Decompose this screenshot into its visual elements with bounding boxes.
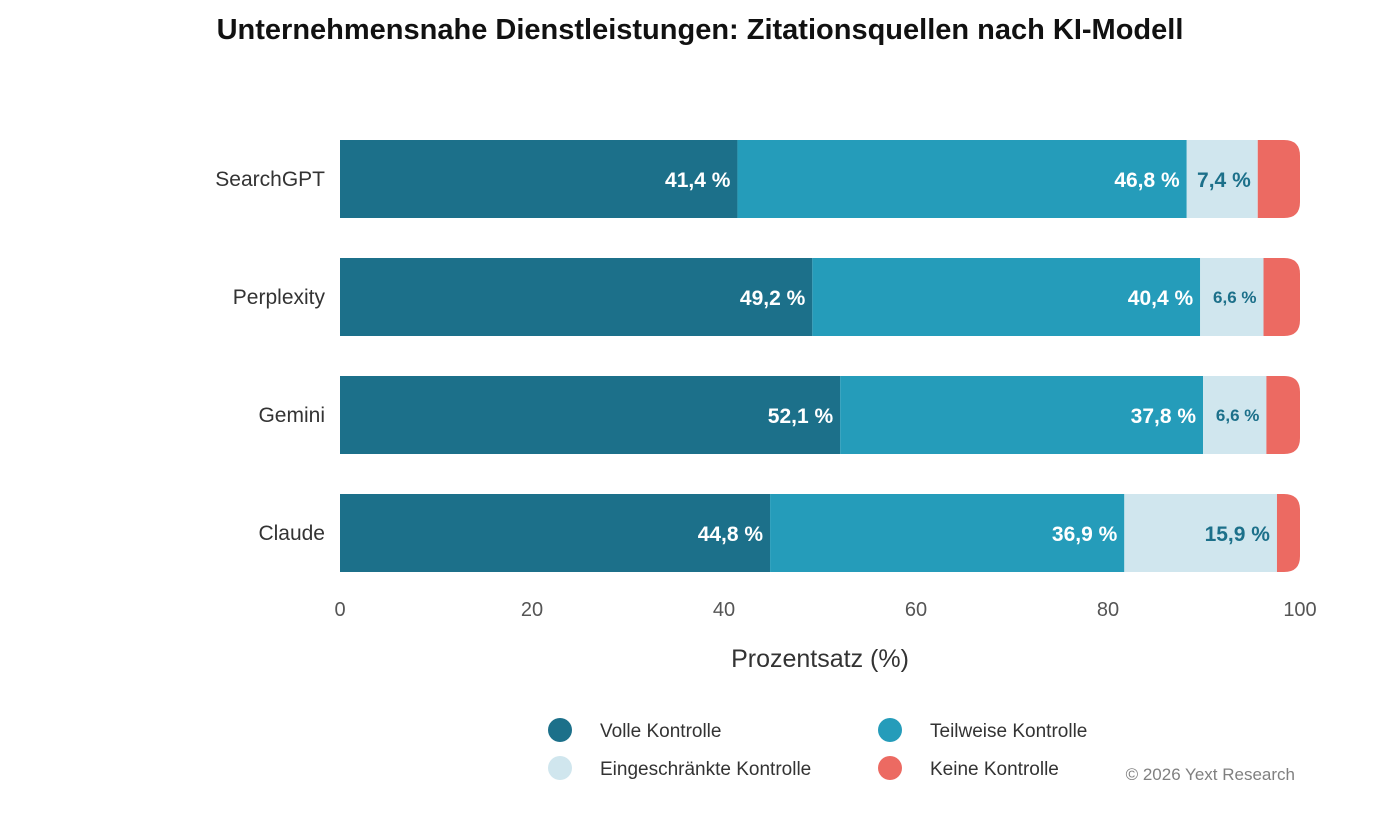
data-label-perplexity-teilweise-kontrolle: 40,4 % [1128, 287, 1194, 310]
data-label-gemini-volle-kontrolle: 52,1 % [768, 405, 834, 428]
x-tick-label-80: 80 [1097, 599, 1119, 621]
bar-segment-perplexity-teilweise-kontrolle [812, 258, 1201, 336]
data-label-claude-teilweise-kontrolle: 36,9 % [1052, 523, 1118, 546]
legend-swatch-eingeschraenkte-kontrolle [548, 756, 572, 780]
data-label-perplexity-volle-kontrolle: 49,2 % [740, 287, 806, 310]
y-tick-label-perplexity: Perplexity [233, 286, 326, 309]
bar-segment-claude-eingeschraenkte-kontrolle [1124, 494, 1277, 572]
y-axis-labels: SearchGPT Perplexity Gemini Claude [215, 168, 325, 545]
bar-segment-searchgpt-keine-kontrolle [1257, 140, 1300, 218]
data-label-searchgpt-teilweise-kontrolle: 46,8 % [1114, 169, 1180, 192]
bar-segment-perplexity-eingeschraenkte-kontrolle [1200, 258, 1264, 336]
y-tick-label-searchgpt: SearchGPT [215, 168, 325, 191]
x-axis-ticks: 0 20 40 60 80 100 [334, 599, 1316, 621]
bar-segment-claude-teilweise-kontrolle [770, 494, 1125, 572]
x-tick-label-60: 60 [905, 599, 927, 621]
bar-segment-gemini-keine-kontrolle [1266, 376, 1300, 454]
legend-swatch-teilweise-kontrolle [878, 718, 902, 742]
x-axis-label: Prozentsatz (%) [731, 645, 909, 673]
y-tick-label-gemini: Gemini [258, 404, 325, 427]
bar-segment-claude-volle-kontrolle [340, 494, 771, 572]
legend-label-volle-kontrolle: Volle Kontrolle [600, 721, 721, 742]
data-label-claude-eingeschraenkte-kontrolle: 15,9 % [1205, 523, 1271, 546]
legend-label-teilweise-kontrolle: Teilweise Kontrolle [930, 721, 1087, 742]
bar-segment-perplexity-keine-kontrolle [1263, 258, 1300, 336]
copyright-text: © 2026 Yext Research [1126, 765, 1295, 784]
bar-segment-claude-keine-kontrolle [1276, 494, 1300, 572]
x-tick-label-0: 0 [334, 599, 345, 621]
data-label-gemini-teilweise-kontrolle: 37,8 % [1131, 405, 1197, 428]
data-label-searchgpt-eingeschraenkte-kontrolle: 7,4 % [1197, 169, 1251, 192]
data-label-claude-volle-kontrolle: 44,8 % [698, 523, 764, 546]
bar-segment-gemini-volle-kontrolle [340, 376, 841, 454]
bar-segment-searchgpt-volle-kontrolle [340, 140, 738, 218]
bars-group [340, 140, 1300, 572]
bar-segment-perplexity-volle-kontrolle [340, 258, 813, 336]
x-tick-label-20: 20 [521, 599, 543, 621]
x-tick-label-40: 40 [713, 599, 735, 621]
y-tick-label-claude: Claude [258, 522, 325, 545]
bar-segment-searchgpt-teilweise-kontrolle [737, 140, 1187, 218]
data-label-perplexity-eingeschraenkte-kontrolle: 6,6 % [1213, 288, 1256, 307]
bar-segment-gemini-teilweise-kontrolle [840, 376, 1204, 454]
legend-swatch-keine-kontrolle [878, 756, 902, 780]
legend-label-eingeschraenkte-kontrolle: Eingeschränkte Kontrolle [600, 759, 811, 780]
bar-value-labels: 41,4 % 46,8 % 7,4 % 49,2 % 40,4 % 6,6 % 52,1 %… [665, 169, 1270, 546]
legend-label-keine-kontrolle: Keine Kontrolle [930, 759, 1059, 780]
data-label-searchgpt-volle-kontrolle: 41,4 % [665, 169, 731, 192]
x-tick-label-100: 100 [1283, 599, 1316, 621]
legend: Volle Kontrolle Teilweise Kontrolle Einges… [548, 718, 1087, 780]
data-label-gemini-eingeschraenkte-kontrolle: 6,6 % [1216, 406, 1259, 425]
legend-swatch-volle-kontrolle [548, 718, 572, 742]
bar-segment-searchgpt-eingeschraenkte-kontrolle [1186, 140, 1258, 218]
chart-title: Unternehmensnahe Dienstleistungen: Zitat… [217, 14, 1184, 46]
bar-segment-gemini-eingeschraenkte-kontrolle [1203, 376, 1267, 454]
